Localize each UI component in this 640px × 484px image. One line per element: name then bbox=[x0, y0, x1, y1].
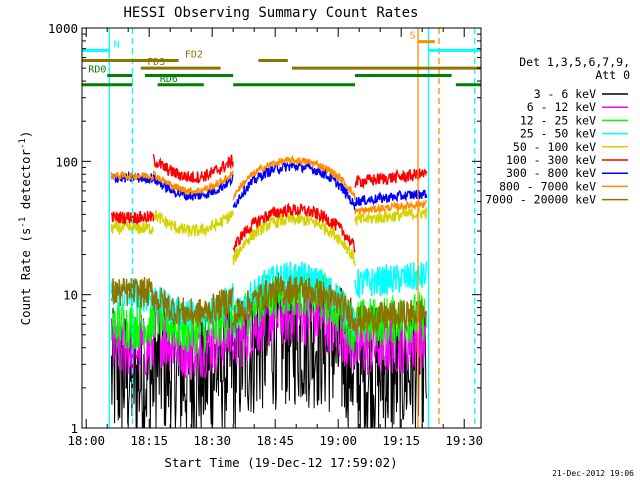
y-axis-label-part: Count Rate (s bbox=[18, 228, 33, 326]
y-axis-label-part: ) bbox=[18, 131, 33, 139]
y-tick-label-1: 10 bbox=[63, 288, 78, 303]
legend-label-4: 50 - 100 keV bbox=[513, 140, 596, 154]
x-tick-label-0: 18:00 bbox=[67, 433, 105, 448]
series-trace-5 bbox=[110, 210, 155, 226]
series-trace-4 bbox=[232, 212, 356, 266]
legend-label-1: 6 - 12 keV bbox=[527, 100, 596, 114]
legend-label-7: 800 - 7000 keV bbox=[499, 179, 596, 193]
x-tick-label-5: 19:15 bbox=[382, 433, 420, 448]
series-trace-7 bbox=[152, 169, 234, 196]
y-tick-label-3: 1000 bbox=[48, 21, 78, 36]
flag-label-0: N bbox=[114, 39, 120, 50]
y-tick-label-0: 1 bbox=[70, 421, 78, 436]
series-trace-0 bbox=[110, 307, 154, 429]
x-tick-label-1: 18:15 bbox=[130, 433, 168, 448]
legend-label-3: 25 - 50 keV bbox=[520, 127, 596, 141]
series-trace-4 bbox=[110, 220, 155, 236]
legend-label-2: 12 - 25 keV bbox=[520, 113, 596, 127]
chart-title: HESSI Observing Summary Count Rates bbox=[123, 5, 418, 21]
series-trace-7 bbox=[354, 199, 428, 215]
legend-label-8: 7000 - 20000 keV bbox=[485, 193, 596, 207]
x-tick-label-3: 18:45 bbox=[256, 433, 294, 448]
series-trace-5 bbox=[152, 153, 234, 184]
series-trace-4 bbox=[354, 206, 428, 226]
y-axis-label: Count Rate (s-1 detector-1) bbox=[18, 131, 33, 326]
series-trace-2 bbox=[110, 299, 154, 350]
flag-label-3: FD3 bbox=[147, 57, 165, 68]
series-trace-5 bbox=[354, 168, 428, 190]
legend-label-5: 100 - 300 keV bbox=[506, 153, 596, 167]
plot-frame bbox=[81, 27, 482, 429]
axes-layer: 18:00 18:15 18:30 18:45 19:00 19:15 19:30 1 10 10… bbox=[18, 21, 483, 448]
series-trace-8 bbox=[232, 275, 356, 333]
y-axis-label-part: -1 bbox=[18, 138, 28, 149]
x-tick-label-2: 18:30 bbox=[193, 433, 231, 448]
series-trace-3 bbox=[354, 261, 428, 299]
series-trace-6 bbox=[354, 189, 428, 207]
series-trace-8 bbox=[110, 277, 154, 310]
y-axis-label-part: -1 bbox=[18, 217, 28, 228]
series-trace-5 bbox=[232, 202, 356, 253]
series-trace-4 bbox=[152, 209, 234, 238]
series-trace-7 bbox=[232, 154, 356, 201]
x-tick-label-6: 19:30 bbox=[445, 433, 483, 448]
flag-label-1: FD2 bbox=[185, 50, 203, 61]
timestamp: 21-Dec-2012 19:06 bbox=[552, 469, 634, 478]
legend-label-6: 300 - 800 keV bbox=[506, 166, 596, 180]
flag-label-4: RD0 bbox=[88, 65, 106, 76]
flag-label-2: S bbox=[410, 31, 416, 42]
legend-header-1: Att 0 bbox=[595, 68, 630, 82]
y-axis-label-part: detector bbox=[18, 149, 33, 217]
flag-layer: N FD2 S FD3 RD0 RD6 bbox=[82, 28, 481, 428]
data-layer bbox=[110, 153, 428, 429]
legend-label-0: 3 - 6 keV bbox=[534, 87, 596, 101]
x-axis-label: Start Time (19-Dec-12 17:59:02) bbox=[164, 455, 397, 470]
x-tick-label-4: 19:00 bbox=[319, 433, 357, 448]
legend-header-0: Det 1,3,5,6,7,9, bbox=[519, 55, 630, 69]
series-trace-6 bbox=[232, 159, 356, 211]
flag-label-5: RD6 bbox=[160, 74, 178, 85]
y-tick-label-2: 100 bbox=[55, 154, 78, 169]
series-trace-8 bbox=[354, 299, 428, 336]
series-trace-8 bbox=[152, 287, 234, 328]
